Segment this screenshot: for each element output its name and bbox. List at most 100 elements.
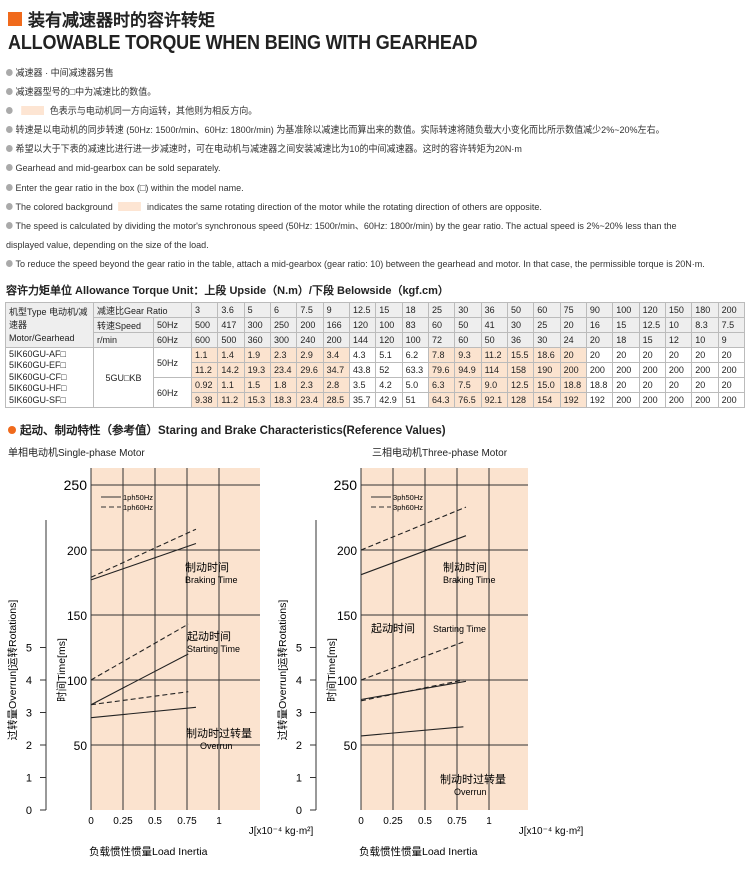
torque-cell: 200 [559,362,587,378]
speed-cell: 417 [217,317,245,333]
table-row: 5IK60GU-AF□ 5IK60GU-EF□ 5IK60GU-CF□ 5IK60GU… [5,347,746,408]
note-text: 希望以大于下表的减速比进行进一步减速时，可在电动机与减速器之间安装减速比为10的… [15,144,522,156]
bullet-icon [6,202,13,210]
braking-annotation-en: Braking Time [443,575,496,585]
ratio-cell: 180 [691,302,719,318]
speed-cell: 166 [322,317,350,333]
torque-cell: 79.6 [427,362,456,378]
torque-cell: 192 [585,392,614,408]
x-axis-title: J[x10⁻⁴ kg·m²] [249,826,314,837]
speed-cell: 200 [322,332,350,348]
torque-cell: 7.5 [454,377,482,393]
ratio-cell: 15 [375,302,403,318]
series-line-starting [90,623,189,681]
speed-cell: 7.5 [717,317,746,333]
overrun-tick-label: 4 [26,675,32,687]
x-tick-label: 0.5 [418,816,432,827]
torque-cell: 114 [480,362,508,378]
speed-cell: 360 [243,332,271,348]
type-header: 机型Type 电动机/减速器 Motor/Gearhead [5,302,94,348]
torque-cell: 9.38 [190,392,219,408]
note: To reduce the speed beyond the gear rati… [6,255,709,274]
y-tick-label: 150 [337,609,357,623]
overrun-axis-title: 过转量Overrun[运转Rotations] [6,600,19,741]
torque-cell: 76.5 [454,392,482,408]
series-line-overrun [360,679,464,702]
bullet-icon [6,126,13,134]
color-swatch [21,106,44,116]
torque-table: 机型Type 电动机/减速器 Motor/Gearhead 减速比Gear Rat… [5,302,746,408]
torque-cell: 23.4 [296,392,324,408]
torque-cell: 6.3 [427,377,456,393]
torque-cell: 64.3 [427,392,456,408]
y-tick-label: 50 [74,739,88,753]
bullet-icon [8,426,16,434]
hz-cell: 60Hz [153,377,192,408]
braking-annotation-cn: 制动时间 [443,561,487,574]
braking-annotation-cn: 制动时间 [185,561,229,574]
torque-cell: 3.4 [322,347,350,363]
legend-label: 3ph60Hz [393,503,423,512]
y-tick-label: 250 [64,477,88,493]
ratio-cell: 36 [480,302,508,318]
overrun-annotation-en: Overrun [454,787,487,797]
torque-cell: 12.5 [506,377,535,393]
series-line-braking [360,506,467,551]
note-text: Gearhead and mid-gearbox can be sold sep… [15,163,221,175]
note: 减速器 · 中间减速器另售 [6,64,709,83]
note: The colored background indicates the same… [6,198,709,217]
bullet-icon [6,69,13,76]
title-square-icon [8,11,22,26]
x-tick-label: 0 [88,816,94,827]
speed-cell: 10 [691,332,719,348]
ratio-cell: 200 [717,302,746,318]
speed-cell: 100 [401,332,429,348]
torque-cell: 2.9 [296,347,324,363]
section-title: 起动、制动特性（参考值）Staring and Brake Characteri… [8,422,446,438]
speed-cell: 10 [664,317,693,333]
model-name: 5IK60GU-SF□ [9,394,66,405]
overrun-annotation-en: Overrun [200,741,233,751]
note-text: 色表示与电动机同一方向运转，其他则为相反方向。 [49,106,258,118]
torque-unit-label: 容许力矩单位 Allowance Torque Unit：上段 Upside（N… [6,285,449,297]
ratio-cell: 6 [269,302,298,318]
series-line-starting [360,640,467,681]
speed-cell: 500 [190,317,219,333]
starting-annotation-cn: 起动时间 [371,622,415,635]
x-tick-label: 0.5 [148,816,162,827]
ratio-cell: 150 [664,302,693,318]
table-row: 11.2 14.2 19.3 23.4 29.6 34.7 43.8 52 63.3 79.6 94… [6,362,746,378]
y-axis-title: 时间Time[ms] [325,638,338,702]
torque-cell: 2.3 [296,377,324,393]
x-tick-label: 1 [216,816,222,827]
note-text: The speed is calculated by dividing the … [6,220,677,251]
table-row: 60Hz 0.92 1.1 1.5 1.8 2.3 2.8 3.5 4.2 5.0 6.3 7.5 9.… [6,377,746,408]
x-tick-label: 0.75 [177,816,197,827]
x-tick-label: 0.25 [113,816,133,827]
bullet-icon [6,88,13,96]
ratio-cell: 30 [454,302,482,318]
speed-cell: 300 [243,317,271,333]
series-line-starting [360,680,467,701]
starting-annotation-cn: 起动时间 [187,630,231,643]
y-tick-label: 200 [337,544,357,558]
y-tick-label: 50 [344,739,358,753]
torque-cell: 9.0 [480,377,508,393]
overrun-annotation-cn: 制动时过转量 [440,772,506,786]
page-title-en: ALLOWABLE TORQUE WHEN BEING WITH GEARHEA… [8,32,478,54]
overrun-tick-label: 4 [296,675,302,687]
plot-area [361,468,528,810]
legend-label: 3ph50Hz [393,493,423,502]
speed-cell: 12.5 [638,317,666,333]
torque-cell: 11.2 [217,392,245,408]
torque-cell: 15.0 [533,377,561,393]
torque-cell: 2.3 [269,347,298,363]
table-row: 转速Speed 50Hz 500 417 300 250 200 166 120 100 83 60 5… [6,317,746,333]
note-text: Enter the gear ratio in the box (□) with… [15,182,244,194]
model-cell: 5IK60GU-AF□ 5IK60GU-EF□ 5IK60GU-CF□ 5IK60GU… [5,347,94,408]
y-tick-label: 150 [67,609,87,623]
speed-cell: 41 [480,317,508,333]
torque-cell: 14.2 [217,362,245,378]
overrun-tick-label: 2 [26,740,32,752]
